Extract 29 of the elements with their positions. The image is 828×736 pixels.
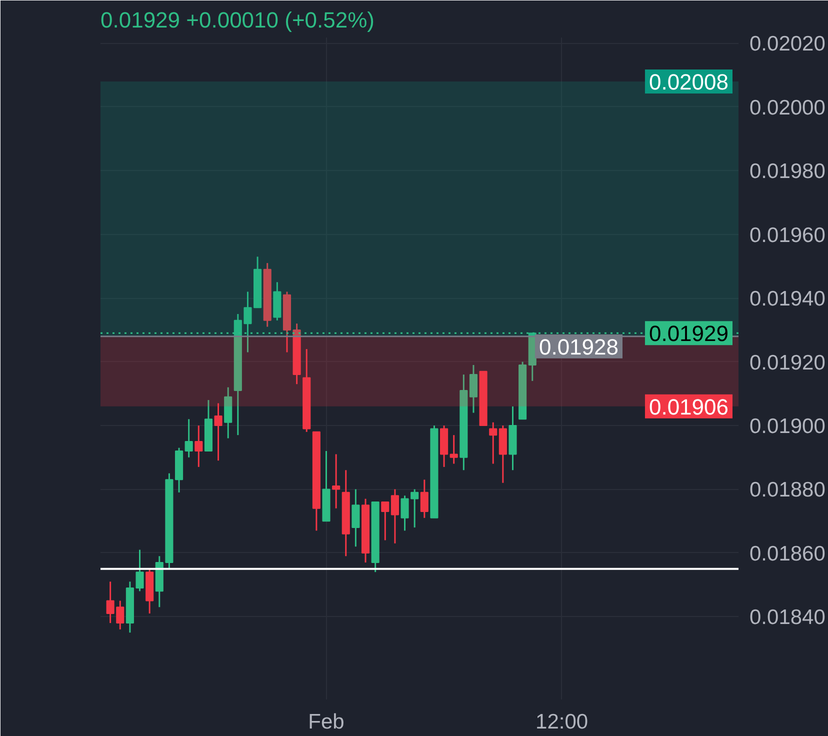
y-tick-label: 0.01920	[750, 351, 826, 374]
y-tick-label: 0.01980	[750, 160, 826, 184]
candlestick	[136, 549, 144, 592]
y-tick-label: 0.02020	[750, 32, 826, 56]
candlestick	[332, 453, 340, 510]
candlestick	[489, 422, 498, 465]
candlestick	[352, 488, 360, 548]
y-tick-label: 0.01900	[750, 415, 826, 438]
candlestick	[184, 418, 193, 458]
y-tick-label: 0.01940	[750, 288, 826, 311]
y-tick-label: 0.01880	[750, 478, 826, 502]
candlestick	[194, 424, 203, 468]
ref-line-label: 0.01929	[648, 321, 729, 346]
candlestick	[390, 488, 399, 544]
candlestick	[450, 434, 458, 465]
ref-line-label: 0.01928	[538, 334, 619, 360]
band-label: 0.01906	[648, 394, 729, 420]
candlestick	[469, 364, 478, 414]
x-tick-label: 12:00	[536, 710, 588, 734]
y-tick-label: 0.02000	[750, 96, 826, 120]
band-label: 0.02008	[648, 69, 729, 94]
x-tick-label: Feb	[308, 710, 344, 734]
candlestick	[420, 478, 428, 519]
candlestick	[381, 501, 390, 541]
y-tick-label: 0.01840	[750, 606, 826, 630]
y-tick-label: 0.01860	[750, 542, 826, 566]
candlestick	[214, 402, 222, 462]
y-tick-label: 0.01960	[750, 224, 826, 247]
chart-subtitle: 0.01929 +0.00010 (+0.52%)	[100, 8, 375, 32]
